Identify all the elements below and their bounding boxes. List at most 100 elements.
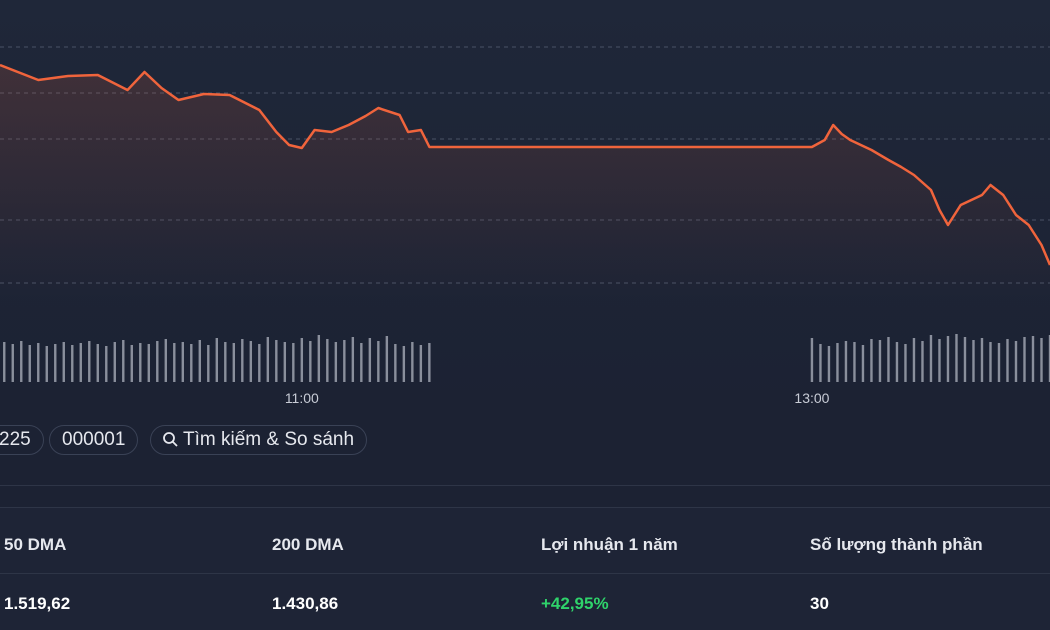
divider bbox=[0, 485, 1050, 486]
volume-bar bbox=[904, 344, 907, 382]
volume-bar bbox=[215, 338, 219, 382]
index-chip[interactable]: 225 bbox=[0, 425, 44, 455]
volume-bar bbox=[79, 343, 82, 382]
volume-bar bbox=[275, 340, 278, 382]
volume-bar bbox=[28, 345, 31, 382]
volume-bar bbox=[1014, 341, 1018, 382]
volume-bar bbox=[164, 339, 167, 382]
volume-bar bbox=[810, 338, 814, 382]
price-line bbox=[0, 63, 1050, 266]
volume-bar bbox=[173, 343, 176, 382]
search-label: Tìm kiếm & So sánh bbox=[183, 429, 355, 450]
volume-bar bbox=[292, 343, 295, 382]
volume-bar bbox=[54, 344, 57, 382]
volume-bar bbox=[343, 340, 346, 382]
stat-header: 50 DMA bbox=[4, 535, 67, 554]
volume-bar bbox=[402, 346, 406, 382]
stat-value: +42,95% bbox=[541, 594, 609, 613]
volume-bar bbox=[326, 339, 329, 382]
volume-bar bbox=[88, 341, 91, 382]
volume-bar bbox=[122, 340, 125, 382]
volume-bar bbox=[997, 343, 1001, 382]
volume-bar bbox=[827, 346, 831, 382]
volume-bar bbox=[241, 339, 244, 382]
volume-bar bbox=[198, 340, 201, 382]
volume-bar bbox=[71, 345, 74, 382]
volume-bar bbox=[1031, 336, 1035, 382]
volume-bar bbox=[139, 343, 142, 382]
volume-bar bbox=[147, 344, 150, 382]
search-compare[interactable]: Tìm kiếm & So sánh bbox=[150, 425, 368, 455]
volume-bar bbox=[300, 338, 304, 382]
volume-bar bbox=[283, 342, 287, 382]
volume-bar bbox=[37, 343, 40, 382]
stat-header: Số lượng thành phần bbox=[810, 535, 983, 554]
volume-bar bbox=[351, 337, 355, 382]
line-area bbox=[0, 65, 1050, 300]
volume-bar bbox=[861, 345, 865, 382]
x-tick-label: 13:00 bbox=[794, 390, 829, 406]
stat-value: 1.519,62 bbox=[4, 594, 71, 613]
volume-bar bbox=[113, 342, 116, 382]
stat-value: 1.430,86 bbox=[272, 594, 339, 613]
volume-bar bbox=[377, 341, 380, 382]
volume-bar bbox=[105, 346, 108, 382]
volume-bar bbox=[3, 342, 6, 382]
volume-bar bbox=[411, 342, 414, 382]
volume-bar bbox=[989, 342, 992, 382]
volume-bar bbox=[249, 341, 253, 382]
volume-bar bbox=[360, 343, 363, 382]
divider bbox=[0, 573, 1050, 574]
volume-bar bbox=[938, 339, 941, 382]
volume-bar bbox=[819, 344, 822, 382]
volume-bar bbox=[224, 342, 227, 382]
volume-bar bbox=[266, 337, 270, 382]
volume-bar bbox=[20, 341, 23, 382]
volume-bar bbox=[385, 336, 389, 382]
stat-header: 200 DMA bbox=[272, 535, 344, 554]
volume-bar bbox=[929, 335, 933, 382]
volume-bar bbox=[419, 345, 423, 382]
search-icon bbox=[163, 432, 178, 447]
volume-bar bbox=[181, 342, 184, 382]
volume-bar bbox=[96, 344, 99, 382]
index-chip[interactable]: 000001 bbox=[49, 425, 139, 455]
volume-bar bbox=[946, 336, 950, 382]
volume-bar bbox=[258, 344, 261, 382]
volume-bar bbox=[1023, 337, 1026, 382]
volume-bar bbox=[334, 342, 338, 382]
volume-bar bbox=[844, 341, 848, 382]
volume-bar bbox=[895, 342, 899, 382]
volume-bar bbox=[972, 340, 975, 382]
volume-bar bbox=[878, 340, 882, 382]
volume-bar bbox=[836, 343, 839, 382]
volume-bar bbox=[853, 342, 856, 382]
stat-header: Lợi nhuận 1 năm bbox=[541, 535, 678, 554]
volume-bar bbox=[207, 345, 210, 382]
volume-bar bbox=[887, 337, 890, 382]
volume-bar bbox=[1048, 335, 1050, 382]
volume-bar bbox=[156, 341, 159, 382]
volume-bar bbox=[368, 338, 372, 382]
chart: 11:00 13:00 bbox=[0, 0, 1050, 410]
volume-bar bbox=[1006, 339, 1009, 382]
volume-bar bbox=[62, 342, 65, 382]
volume-bar bbox=[45, 346, 48, 382]
volume-bar bbox=[955, 334, 958, 382]
volume-bar bbox=[1040, 338, 1043, 382]
volume-bar bbox=[232, 343, 236, 382]
volume-bar bbox=[394, 344, 397, 382]
volume-bar bbox=[912, 338, 916, 382]
volume-bar bbox=[309, 341, 312, 382]
x-tick-label: 11:00 bbox=[285, 390, 319, 406]
volume-bar bbox=[317, 335, 321, 382]
stats-panel bbox=[0, 507, 1050, 630]
volume-bar bbox=[11, 344, 14, 382]
volume-bar bbox=[428, 343, 431, 382]
volume-bar bbox=[963, 337, 967, 382]
volume-bar bbox=[870, 339, 873, 382]
volume-bar bbox=[130, 345, 133, 382]
divider bbox=[0, 507, 1050, 508]
volume-bar bbox=[921, 341, 924, 382]
volume-bar bbox=[980, 338, 984, 382]
